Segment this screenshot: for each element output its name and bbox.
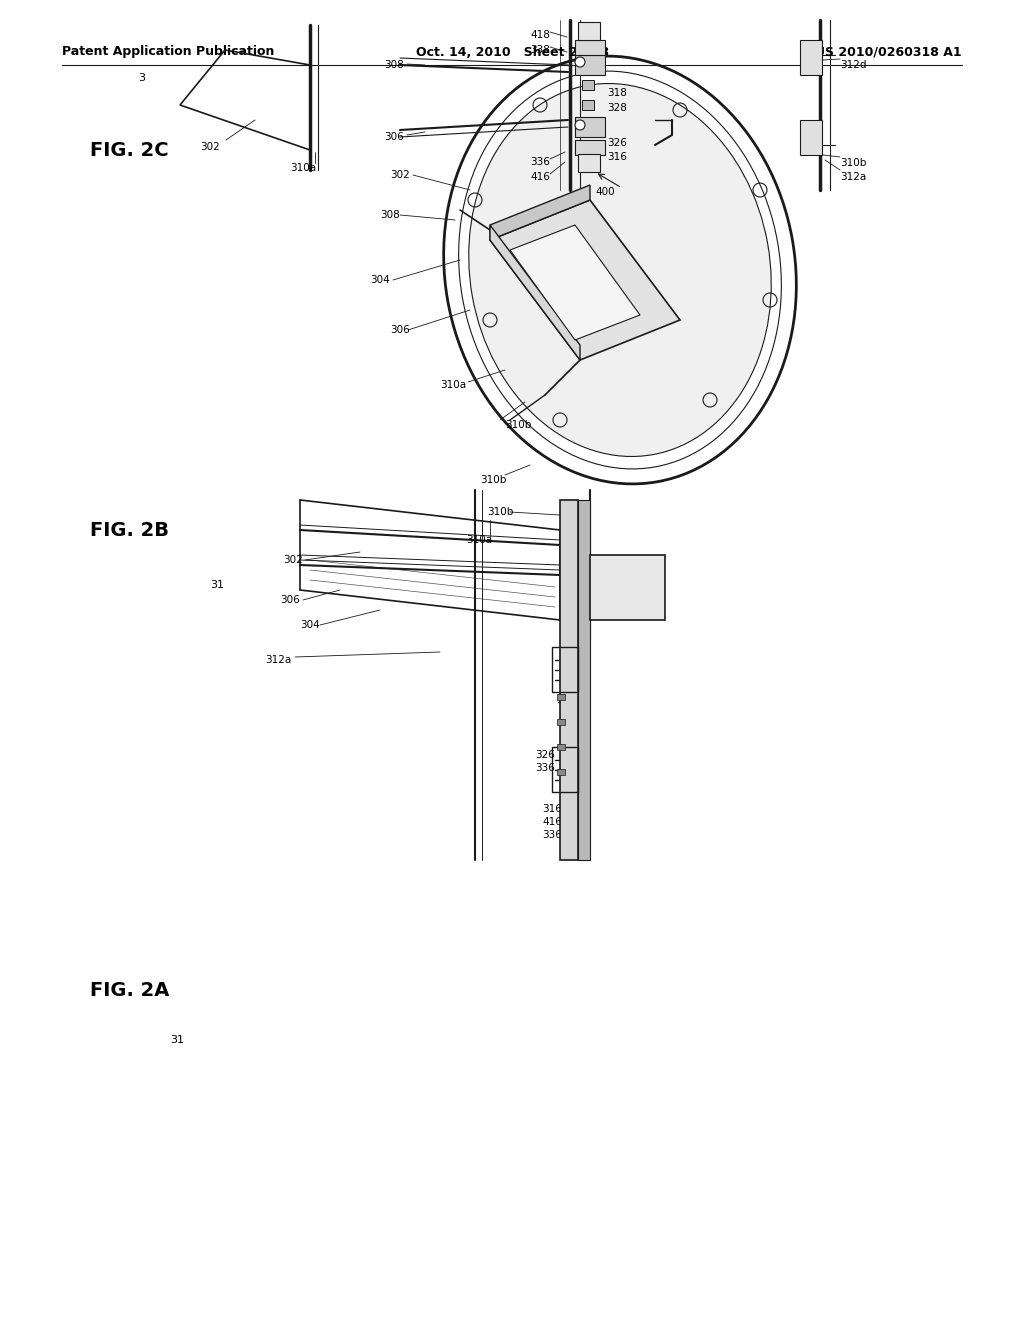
Text: 416: 416 bbox=[542, 817, 562, 828]
Text: 3: 3 bbox=[138, 73, 145, 83]
Text: 306: 306 bbox=[390, 325, 410, 335]
Polygon shape bbox=[490, 201, 680, 360]
Text: FIG. 2C: FIG. 2C bbox=[90, 140, 169, 160]
Text: 31: 31 bbox=[210, 579, 224, 590]
Text: 306: 306 bbox=[280, 595, 300, 605]
Text: 326: 326 bbox=[535, 750, 555, 760]
Text: 318: 318 bbox=[607, 88, 627, 98]
Text: 304: 304 bbox=[370, 275, 390, 285]
Text: 336: 336 bbox=[530, 157, 550, 168]
Text: 316: 316 bbox=[607, 152, 627, 162]
Text: 302: 302 bbox=[283, 554, 303, 565]
Bar bbox=[578, 154, 600, 172]
Bar bbox=[800, 120, 822, 154]
Text: 336: 336 bbox=[535, 763, 555, 774]
Text: Oct. 14, 2010   Sheet 2 of 8: Oct. 14, 2010 Sheet 2 of 8 bbox=[416, 45, 608, 58]
Text: 304: 304 bbox=[300, 620, 319, 630]
Text: 312b: 312b bbox=[556, 696, 583, 705]
Bar bbox=[557, 770, 565, 775]
Text: 302: 302 bbox=[390, 170, 410, 180]
Bar bbox=[578, 22, 600, 40]
Bar bbox=[557, 694, 565, 700]
Text: 308: 308 bbox=[380, 210, 399, 220]
Polygon shape bbox=[510, 224, 640, 341]
Text: FIG. 2B: FIG. 2B bbox=[90, 520, 169, 540]
Bar bbox=[557, 719, 565, 725]
Bar bbox=[557, 744, 565, 750]
Text: 418: 418 bbox=[530, 30, 550, 40]
Polygon shape bbox=[490, 224, 580, 360]
Bar bbox=[582, 81, 594, 90]
Bar bbox=[575, 140, 605, 154]
Text: 308: 308 bbox=[384, 59, 403, 70]
Text: Patent Application Publication: Patent Application Publication bbox=[62, 45, 274, 58]
Text: 302: 302 bbox=[200, 143, 220, 152]
Bar bbox=[552, 647, 578, 692]
Bar bbox=[590, 554, 665, 620]
Text: 328: 328 bbox=[607, 103, 627, 114]
Bar bbox=[560, 500, 578, 861]
Bar bbox=[800, 40, 822, 75]
Text: 310b: 310b bbox=[480, 475, 507, 484]
Text: 416: 416 bbox=[530, 172, 550, 182]
Text: 316: 316 bbox=[542, 804, 562, 814]
Circle shape bbox=[575, 120, 585, 129]
Text: 312a: 312a bbox=[840, 172, 866, 182]
Text: 310b: 310b bbox=[505, 420, 531, 430]
Text: 312d: 312d bbox=[840, 59, 866, 70]
Text: 400: 400 bbox=[595, 187, 614, 197]
Bar bbox=[552, 747, 578, 792]
Text: US 2010/0260318 A1: US 2010/0260318 A1 bbox=[815, 45, 962, 58]
Text: 310a: 310a bbox=[440, 380, 466, 389]
Text: FIG. 2A: FIG. 2A bbox=[90, 981, 169, 999]
Text: 326: 326 bbox=[607, 139, 627, 148]
Text: 338: 338 bbox=[530, 45, 550, 55]
Text: 310b: 310b bbox=[840, 158, 866, 168]
Bar bbox=[575, 117, 605, 137]
Text: 31: 31 bbox=[170, 1035, 184, 1045]
Bar bbox=[578, 500, 590, 861]
Bar bbox=[575, 55, 605, 75]
Text: 336: 336 bbox=[542, 830, 562, 840]
Polygon shape bbox=[490, 185, 590, 240]
Ellipse shape bbox=[469, 83, 771, 457]
Text: 310a: 310a bbox=[290, 162, 316, 173]
Text: 312a: 312a bbox=[265, 655, 291, 665]
Bar bbox=[575, 40, 605, 55]
Text: 306: 306 bbox=[384, 132, 403, 143]
Text: 310b: 310b bbox=[487, 507, 513, 517]
Text: 310a: 310a bbox=[466, 535, 493, 545]
Bar bbox=[582, 100, 594, 110]
Circle shape bbox=[575, 57, 585, 67]
